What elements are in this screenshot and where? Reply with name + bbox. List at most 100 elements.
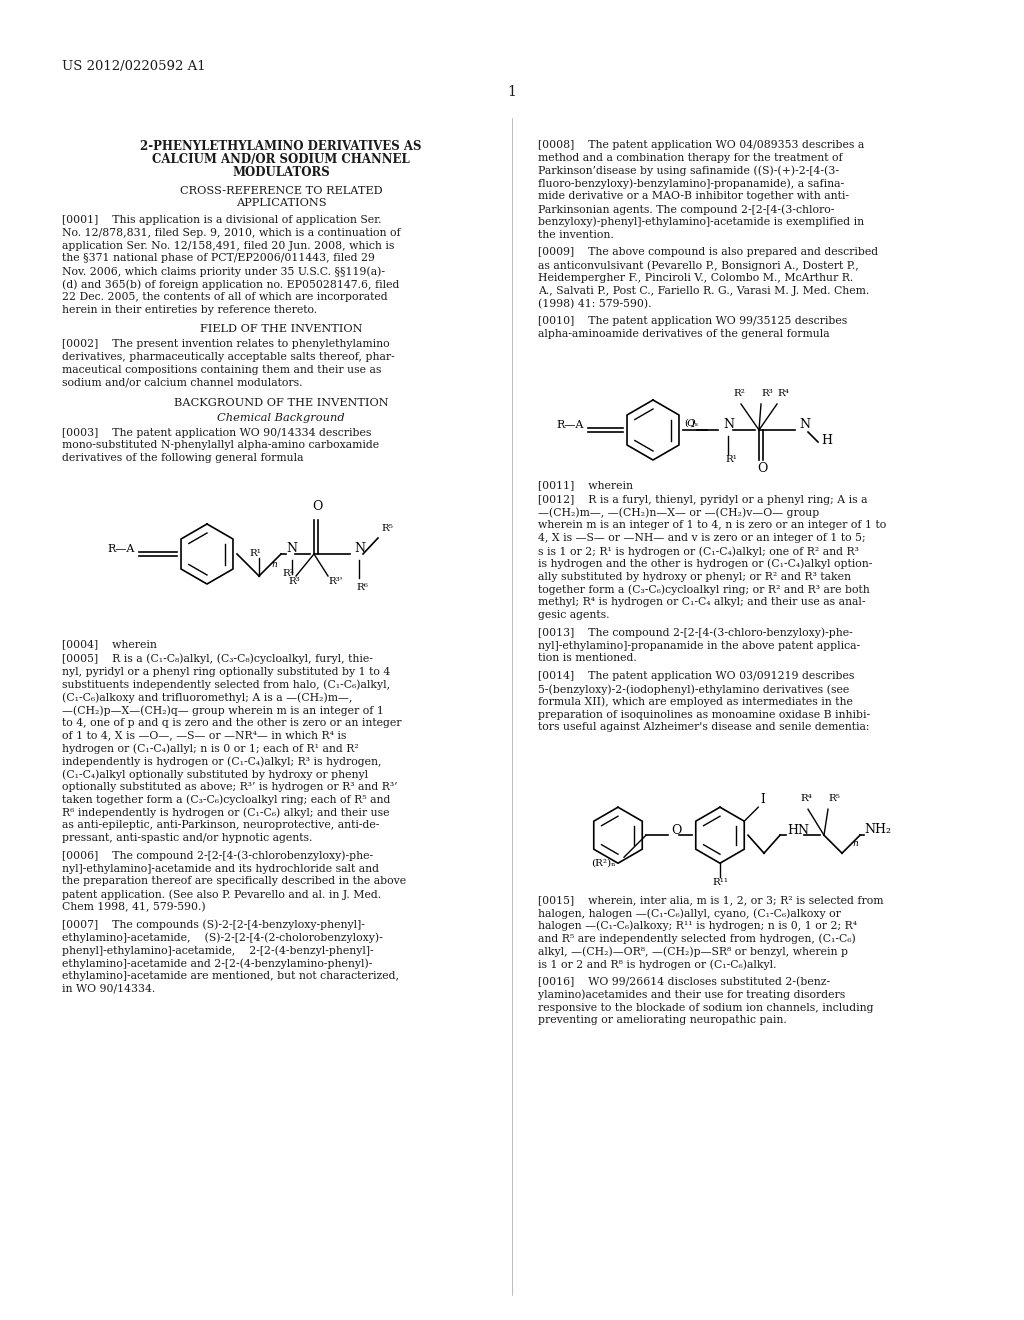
- Text: R—A: R—A: [108, 544, 135, 554]
- Text: US 2012/0220592 A1: US 2012/0220592 A1: [62, 59, 206, 73]
- Text: H: H: [821, 433, 831, 446]
- Text: (1998) 41: 579-590).: (1998) 41: 579-590).: [538, 298, 651, 309]
- Text: R⁴: R⁴: [800, 795, 812, 803]
- Text: O: O: [671, 824, 681, 837]
- Text: N: N: [286, 541, 297, 554]
- Text: application Ser. No. 12/158,491, filed 20 Jun. 2008, which is: application Ser. No. 12/158,491, filed 2…: [62, 240, 394, 251]
- Text: —(CH₂)m—, —(CH₂)n—X— or —(CH₂)v—O— group: —(CH₂)m—, —(CH₂)n—X— or —(CH₂)v—O— group: [538, 508, 819, 519]
- Text: Chemical Background: Chemical Background: [217, 413, 345, 422]
- Text: ylamino)acetamides and their use for treating disorders: ylamino)acetamides and their use for tre…: [538, 990, 845, 1001]
- Text: fluoro-benzyloxy)-benzylamino]-propanamide), a safina-: fluoro-benzyloxy)-benzylamino]-propanami…: [538, 178, 844, 189]
- Text: Chem 1998, 41, 579-590.): Chem 1998, 41, 579-590.): [62, 902, 206, 912]
- Text: N: N: [723, 417, 734, 430]
- Text: R³: R³: [761, 389, 773, 399]
- Text: R¹: R¹: [725, 455, 737, 465]
- Text: method and a combination therapy for the treatment of: method and a combination therapy for the…: [538, 153, 843, 162]
- Text: in WO 90/14334.: in WO 90/14334.: [62, 983, 156, 994]
- Text: alkyl, —(CH₂)—OR⁸, —(CH₂)p—SR⁸ or benzyl, wherein p: alkyl, —(CH₂)—OR⁸, —(CH₂)p—SR⁸ or benzyl…: [538, 946, 848, 957]
- Text: independently is hydrogen or (C₁-C₄)alkyl; R³ is hydrogen,: independently is hydrogen or (C₁-C₄)alky…: [62, 756, 382, 767]
- Text: A., Salvati P., Post C., Fariello R. G., Varasi M. J. Med. Chem.: A., Salvati P., Post C., Fariello R. G.,…: [538, 286, 869, 296]
- Text: patent application. (See also P. Pevarello and al. in J. Med.: patent application. (See also P. Pevarel…: [62, 890, 381, 900]
- Text: ethylamino]-acetamide,    (S)-2-[2-[4-(2-cholorobenzyloxy)-: ethylamino]-acetamide, (S)-2-[2-[4-(2-ch…: [62, 933, 383, 944]
- Text: R⁶ independently is hydrogen or (C₁-C₆) alkyl; and their use: R⁶ independently is hydrogen or (C₁-C₆) …: [62, 808, 389, 818]
- Text: taken together form a (C₃-C₆)cycloalkyl ring; each of R⁵ and: taken together form a (C₃-C₆)cycloalkyl …: [62, 795, 390, 805]
- Text: R³': R³': [328, 577, 342, 586]
- Text: to 4, one of p and q is zero and the other is zero or an integer: to 4, one of p and q is zero and the oth…: [62, 718, 401, 727]
- Text: optionally substituted as above; R³’ is hydrogen or R³ and R³’: optionally substituted as above; R³’ is …: [62, 781, 397, 792]
- Text: Q: Q: [686, 418, 694, 426]
- Text: nyl]-ethylamino]-acetamide and its hydrochloride salt and: nyl]-ethylamino]-acetamide and its hydro…: [62, 863, 379, 874]
- Text: alpha-aminoamide derivatives of the general formula: alpha-aminoamide derivatives of the gene…: [538, 329, 829, 339]
- Text: s is 1 or 2; R¹ is hydrogen or (C₁-C₄)alkyl; one of R² and R³: s is 1 or 2; R¹ is hydrogen or (C₁-C₄)al…: [538, 546, 859, 557]
- Text: 2-PHENYLETHYLAMINO DERIVATIVES AS: 2-PHENYLETHYLAMINO DERIVATIVES AS: [140, 140, 422, 153]
- Text: [0016]    WO 99/26614 discloses substituted 2-(benz-: [0016] WO 99/26614 discloses substituted…: [538, 977, 830, 987]
- Text: R³: R³: [288, 577, 300, 586]
- Text: APPLICATIONS: APPLICATIONS: [236, 198, 327, 209]
- Text: maceutical compositions containing them and their use as: maceutical compositions containing them …: [62, 366, 381, 375]
- Text: [0004]    wherein: [0004] wherein: [62, 639, 157, 649]
- Text: (R²)ₙ: (R²)ₙ: [592, 858, 616, 867]
- Text: the invention.: the invention.: [538, 230, 613, 240]
- Text: together form a (C₃-C₆)cycloalkyl ring; or R² and R³ are both: together form a (C₃-C₆)cycloalkyl ring; …: [538, 585, 869, 595]
- Text: [0013]    The compound 2-[2-[4-(3-chloro-benzyloxy)-phe-: [0013] The compound 2-[2-[4-(3-chloro-be…: [538, 628, 853, 639]
- Text: [0012]    R is a furyl, thienyl, pyridyl or a phenyl ring; A is a: [0012] R is a furyl, thienyl, pyridyl or…: [538, 495, 867, 504]
- Text: ( )ₛ: ( )ₛ: [685, 418, 698, 428]
- Text: tion is mentioned.: tion is mentioned.: [538, 653, 637, 664]
- Text: R²: R²: [282, 569, 294, 578]
- Text: R⁶: R⁶: [356, 583, 368, 591]
- Text: n: n: [271, 560, 276, 569]
- Text: methyl; R⁴ is hydrogen or C₁-C₄ alkyl; and their use as anal-: methyl; R⁴ is hydrogen or C₁-C₄ alkyl; a…: [538, 597, 865, 607]
- Text: [0015]    wherein, inter alia, m is 1, 2, or 3; R² is selected from: [0015] wherein, inter alia, m is 1, 2, o…: [538, 895, 884, 906]
- Text: Nov. 2006, which claims priority under 35 U.S.C. §§119(a)-: Nov. 2006, which claims priority under 3…: [62, 267, 385, 277]
- Text: [0014]    The patent application WO 03/091219 describes: [0014] The patent application WO 03/0912…: [538, 671, 854, 681]
- Text: is 1 or 2 and R⁸ is hydrogen or (C₁-C₆)alkyl.: is 1 or 2 and R⁸ is hydrogen or (C₁-C₆)a…: [538, 960, 776, 970]
- Text: mide derivative or a MAO-B inhibitor together with anti-: mide derivative or a MAO-B inhibitor tog…: [538, 191, 849, 201]
- Text: substituents independently selected from halo, (C₁-C₆)alkyl,: substituents independently selected from…: [62, 680, 390, 690]
- Text: N: N: [799, 417, 810, 430]
- Text: the preparation thereof are specifically described in the above: the preparation thereof are specifically…: [62, 876, 407, 887]
- Text: R²: R²: [733, 389, 744, 399]
- Text: tors useful against Alzheimer's disease and senile dementia:: tors useful against Alzheimer's disease …: [538, 722, 869, 733]
- Text: herein in their entireties by reference thereto.: herein in their entireties by reference …: [62, 305, 317, 314]
- Text: (C₁-C₄)alkyl optionally substituted by hydroxy or phenyl: (C₁-C₄)alkyl optionally substituted by h…: [62, 770, 368, 780]
- Text: ally substituted by hydroxy or phenyl; or R² and R³ taken: ally substituted by hydroxy or phenyl; o…: [538, 572, 851, 582]
- Text: BACKGROUND OF THE INVENTION: BACKGROUND OF THE INVENTION: [174, 397, 388, 408]
- Text: formula XII), which are employed as intermediates in the: formula XII), which are employed as inte…: [538, 697, 853, 708]
- Text: and R⁵ are independently selected from hydrogen, (C₁-C₆): and R⁵ are independently selected from h…: [538, 933, 856, 944]
- Text: mono-substituted N-phenylallyl alpha-amino carboxamide: mono-substituted N-phenylallyl alpha-ami…: [62, 441, 379, 450]
- Text: the §371 national phase of PCT/EP2006/011443, filed 29: the §371 national phase of PCT/EP2006/01…: [62, 253, 375, 264]
- Text: Parkinson’disease by using safinamide ((S)-(+)-2-[4-(3-: Parkinson’disease by using safinamide ((…: [538, 165, 839, 176]
- Text: responsive to the blockade of sodium ion channels, including: responsive to the blockade of sodium ion…: [538, 1003, 873, 1012]
- Text: nyl]-ethylamino]-propanamide in the above patent applica-: nyl]-ethylamino]-propanamide in the abov…: [538, 640, 860, 651]
- Text: CALCIUM AND/OR SODIUM CHANNEL: CALCIUM AND/OR SODIUM CHANNEL: [153, 153, 410, 166]
- Text: halogen, halogen —(C₁-C₆)allyl, cyano, (C₁-C₆)alkoxy or: halogen, halogen —(C₁-C₆)allyl, cyano, (…: [538, 908, 841, 919]
- Text: Heidempergher F., Pinciroli V., Colombo M., McArthur R.: Heidempergher F., Pinciroli V., Colombo …: [538, 273, 853, 282]
- Text: preparation of isoquinolines as monoamine oxidase B inhibi-: preparation of isoquinolines as monoamin…: [538, 710, 870, 719]
- Text: is hydrogen and the other is hydrogen or (C₁-C₄)alkyl option-: is hydrogen and the other is hydrogen or…: [538, 558, 872, 569]
- Text: wherein m is an integer of 1 to 4, n is zero or an integer of 1 to: wherein m is an integer of 1 to 4, n is …: [538, 520, 886, 531]
- Text: N: N: [354, 541, 365, 554]
- Text: [0005]    R is a (C₁-C₈)alkyl, (C₃-C₈)cycloalkyl, furyl, thie-: [0005] R is a (C₁-C₈)alkyl, (C₃-C₈)cyclo…: [62, 653, 373, 664]
- Text: halogen —(C₁-C₆)alkoxy; R¹¹ is hydrogen; n is 0, 1 or 2; R⁴: halogen —(C₁-C₆)alkoxy; R¹¹ is hydrogen;…: [538, 921, 857, 932]
- Text: O: O: [312, 500, 323, 513]
- Text: [0008]    The patent application WO 04/089353 describes a: [0008] The patent application WO 04/0893…: [538, 140, 864, 150]
- Text: [0003]    The patent application WO 90/14334 describes: [0003] The patent application WO 90/1433…: [62, 428, 372, 438]
- Text: [0010]    The patent application WO 99/35125 describes: [0010] The patent application WO 99/3512…: [538, 317, 847, 326]
- Text: —(CH₂)p—X—(CH₂)q— group wherein m is an integer of 1: —(CH₂)p—X—(CH₂)q— group wherein m is an …: [62, 705, 384, 715]
- Text: derivatives, pharmaceutically acceptable salts thereof, phar-: derivatives, pharmaceutically acceptable…: [62, 352, 394, 362]
- Text: gesic agents.: gesic agents.: [538, 610, 609, 620]
- Text: (d) and 365(b) of foreign application no. EP05028147.6, filed: (d) and 365(b) of foreign application no…: [62, 279, 399, 289]
- Text: NH₂: NH₂: [864, 822, 891, 836]
- Text: R¹¹: R¹¹: [712, 878, 728, 887]
- Text: preventing or ameliorating neuropathic pain.: preventing or ameliorating neuropathic p…: [538, 1015, 786, 1026]
- Text: as anticonvulsivant (Pevarello P., Bonsignori A., Dostert P.,: as anticonvulsivant (Pevarello P., Bonsi…: [538, 260, 859, 271]
- Text: I: I: [760, 793, 765, 807]
- Text: [0011]    wherein: [0011] wherein: [538, 480, 633, 490]
- Text: [0002]    The present invention relates to phenylethylamino: [0002] The present invention relates to …: [62, 339, 389, 350]
- Text: No. 12/878,831, filed Sep. 9, 2010, which is a continuation of: No. 12/878,831, filed Sep. 9, 2010, whic…: [62, 228, 400, 238]
- Text: of 1 to 4, X is —O—, —S— or —NR⁴— in which R⁴ is: of 1 to 4, X is —O—, —S— or —NR⁴— in whi…: [62, 730, 346, 741]
- Text: R⁵: R⁵: [381, 524, 393, 533]
- Text: as anti-epileptic, anti-Parkinson, neuroprotective, anti-de-: as anti-epileptic, anti-Parkinson, neuro…: [62, 820, 379, 830]
- Text: ethylamino]-acetamide are mentioned, but not characterized,: ethylamino]-acetamide are mentioned, but…: [62, 972, 399, 981]
- Text: [0006]    The compound 2-[2-[4-(3-chlorobenzyloxy)-phe-: [0006] The compound 2-[2-[4-(3-chloroben…: [62, 851, 373, 862]
